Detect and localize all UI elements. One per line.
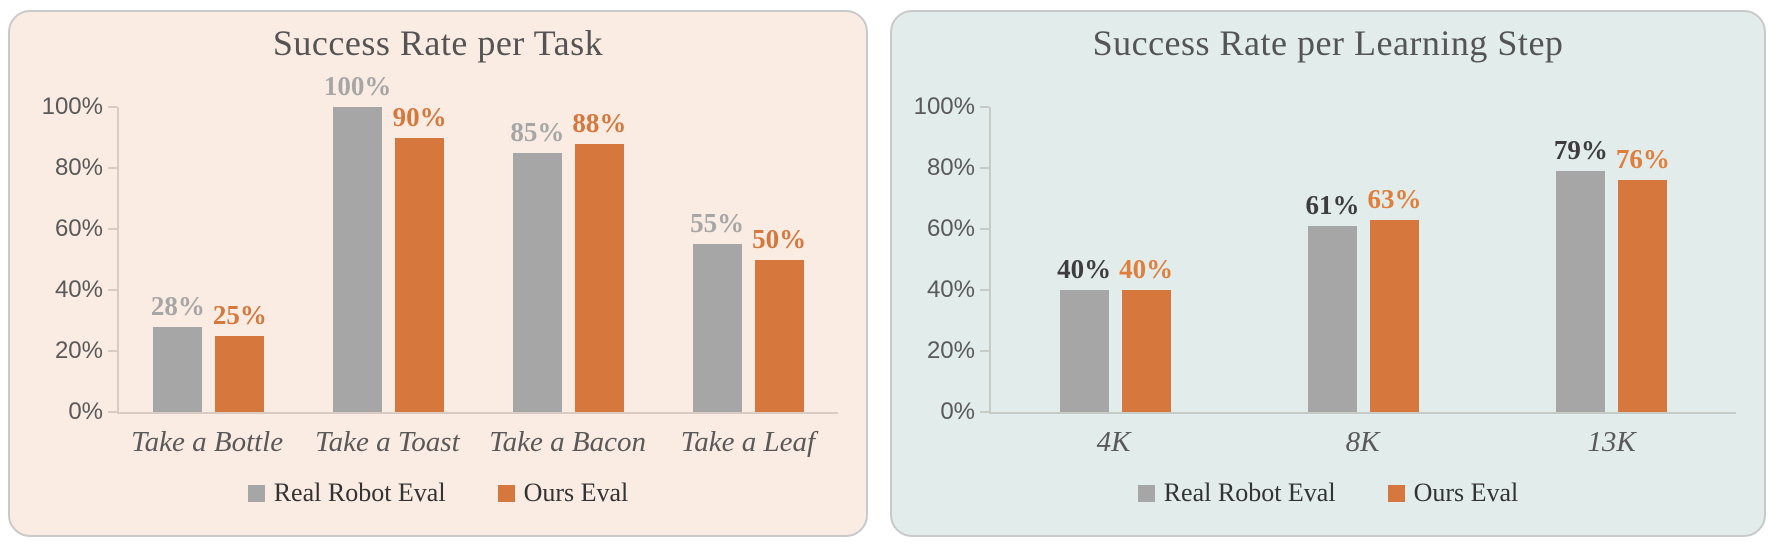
y-axis-label: 20% xyxy=(54,337,103,364)
x-axis-label-take-a-bottle: Take a Bottle xyxy=(131,426,284,458)
bar-ours-eval-4k: 40% xyxy=(1119,256,1173,412)
bar-ours-eval-take-a-toast: 90% xyxy=(393,103,447,412)
bar-group-8k: 61% 63% xyxy=(1239,107,1487,412)
bar-value-label: 88% xyxy=(572,107,627,138)
bar-chart-success-rate-per-learning-step: 100% 80% 60% 40% 20% 0% 40% 40% 61% 63% 79% 76% 4K 8K… xyxy=(892,12,1764,535)
plot-area: 100% 80% 60% 40% 20% 0% 40% 40% 61% 63% 79% 76% xyxy=(914,93,1736,425)
bar-group-take-a-leaf: 55% 50% xyxy=(658,107,838,412)
y-axis-label: 60% xyxy=(54,215,103,242)
bar-value-label: 25% xyxy=(212,299,267,330)
bar-group-take-a-bottle: 28% 25% xyxy=(119,107,299,412)
bar-real-robot-eval-take-a-bacon: 85% xyxy=(510,118,564,412)
bar-ours-eval-8k: 63% xyxy=(1367,185,1421,412)
bar-value-label: 50% xyxy=(752,223,807,254)
y-axis-label: 0% xyxy=(68,398,103,425)
x-axis-labels: 4K 8K 13K xyxy=(989,426,1736,468)
y-axis-tick xyxy=(980,167,989,169)
bar-value-label: 61% xyxy=(1305,189,1360,220)
bar-value-label: 76% xyxy=(1615,144,1670,175)
chart-title: Success Rate per Task xyxy=(272,23,604,63)
legend-label: Real Robot Eval xyxy=(273,478,446,507)
legend-label: Real Robot Eval xyxy=(1163,478,1336,507)
legend-label: Ours Eval xyxy=(1413,478,1519,507)
bar-real-robot-eval-take-a-toast: 100% xyxy=(324,73,391,412)
y-axis-tick xyxy=(980,228,989,230)
chart-panel-success-rate-per-task: Success Rate per Task 100% 80% 60% 40% 20% 0%… xyxy=(8,10,868,537)
bar-value-label: 28% xyxy=(150,290,205,321)
legend: Real Robot Eval Ours Eval xyxy=(10,478,866,508)
x-axis-label-take-a-leaf: Take a Leaf xyxy=(680,426,816,458)
y-axis-label: 40% xyxy=(54,276,103,303)
x-axis-labels: Take a Bottle Take a Toast Take a Bacon Tak… xyxy=(117,426,838,468)
y-axis-tick xyxy=(108,167,117,169)
bar-real-robot-eval-take-a-leaf: 55% xyxy=(690,210,744,412)
bar-value-label: 90% xyxy=(392,101,447,132)
legend-item-real-robot-eval: Real Robot Eval xyxy=(247,478,446,508)
x-axis-label-take-a-bacon: Take a Bacon xyxy=(489,426,647,458)
legend-item-real-robot-eval: Real Robot Eval xyxy=(1137,478,1336,508)
legend-marker-ours-eval xyxy=(1387,484,1405,502)
bar-chart-success-rate-per-task: 100% 80% 60% 40% 20% 0% 28% 25% 100% 90% 85% 88% 55%… xyxy=(10,12,866,535)
bar-group-take-a-bacon: 85% 88% xyxy=(479,107,659,412)
bar-value-label: 40% xyxy=(1057,254,1112,284)
y-axis-label: 40% xyxy=(926,276,975,303)
y-axis-tick xyxy=(108,106,117,108)
y-axis-tick xyxy=(108,350,117,352)
legend-item-ours-eval: Ours Eval xyxy=(497,478,629,508)
y-axis-label: 0% xyxy=(940,398,975,425)
y-axis-tick xyxy=(108,411,117,413)
bar-group-13k: 79% 76% xyxy=(1488,107,1736,412)
y-axis-label: 100% xyxy=(913,93,975,120)
bar-real-robot-eval-4k: 40% xyxy=(1057,256,1111,412)
bar-value-label: 100% xyxy=(323,71,392,101)
bar-real-robot-eval-8k: 61% xyxy=(1305,191,1359,412)
y-axis-label: 100% xyxy=(41,93,103,120)
bar-group-4k: 40% 40% xyxy=(991,107,1239,412)
bar-value-label: 85% xyxy=(510,116,565,147)
y-axis-tick xyxy=(980,411,989,413)
y-axis-label: 80% xyxy=(926,154,975,181)
legend-label: Ours Eval xyxy=(523,478,629,507)
bar-real-robot-eval-13k: 79% xyxy=(1554,137,1608,412)
bar-ours-eval-take-a-leaf: 50% xyxy=(752,225,806,412)
plot-area: 100% 80% 60% 40% 20% 0% 28% 25% 100% 90% 85% 88% 55%… xyxy=(42,73,838,425)
x-axis-label-8k: 8K xyxy=(1345,426,1380,458)
bar-value-label: 79% xyxy=(1553,135,1608,166)
bar-group-take-a-toast: 100% 90% xyxy=(299,73,479,412)
bar-ours-eval-take-a-bottle: 25% xyxy=(213,301,267,412)
chart-panel-success-rate-per-learning-step: Success Rate per Learning Step 100% 80% 60… xyxy=(890,10,1766,537)
y-axis-label: 80% xyxy=(54,154,103,181)
y-axis-tick xyxy=(108,289,117,291)
legend-marker-real-robot-eval xyxy=(247,484,265,502)
y-axis-label: 20% xyxy=(926,337,975,364)
y-axis-tick xyxy=(108,228,117,230)
chart-title: Success Rate per Learning Step xyxy=(1092,23,1564,63)
bar-ours-eval-take-a-bacon: 88% xyxy=(572,109,626,412)
x-axis-label-4k: 4K xyxy=(1096,426,1131,458)
bar-ours-eval-13k: 76% xyxy=(1616,146,1670,412)
x-axis-label-take-a-toast: Take a Toast xyxy=(315,426,460,458)
legend: Real Robot Eval Ours Eval xyxy=(892,478,1764,508)
y-axis-tick xyxy=(980,350,989,352)
legend-item-ours-eval: Ours Eval xyxy=(1387,478,1519,508)
bar-real-robot-eval-take-a-bottle: 28% xyxy=(151,292,205,412)
legend-marker-ours-eval xyxy=(497,484,515,502)
y-axis-label: 60% xyxy=(926,215,975,242)
bar-value-label: 63% xyxy=(1367,183,1422,214)
y-axis-tick xyxy=(980,289,989,291)
bar-value-label: 55% xyxy=(690,208,745,239)
x-axis-label-13k: 13K xyxy=(1587,426,1636,458)
y-axis-tick xyxy=(980,106,989,108)
bar-value-label: 40% xyxy=(1119,254,1174,284)
legend-marker-real-robot-eval xyxy=(1137,484,1155,502)
